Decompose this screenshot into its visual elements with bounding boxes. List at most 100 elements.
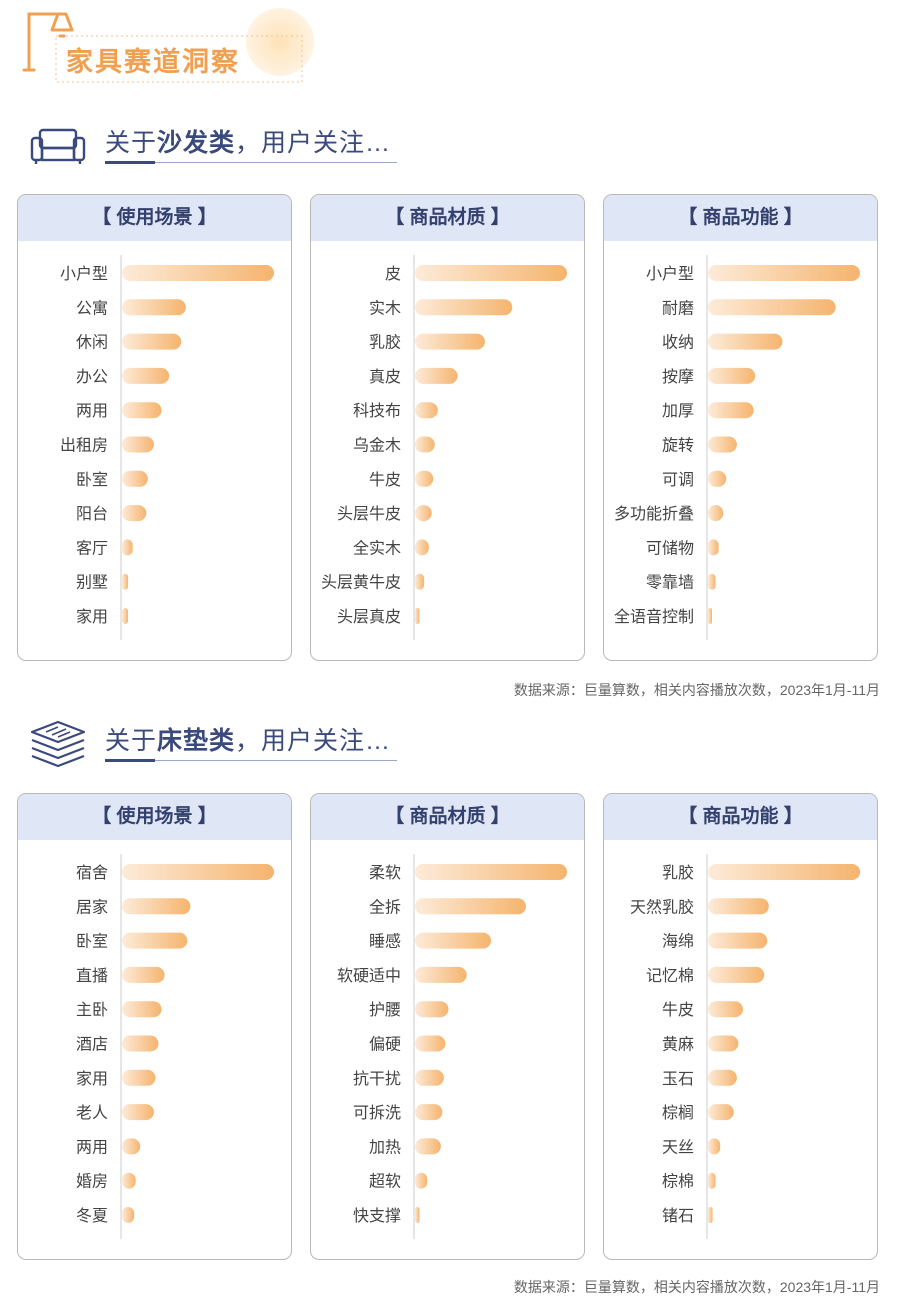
bar — [415, 539, 429, 556]
bar — [708, 1207, 713, 1223]
category-label: 黄麻 — [662, 1036, 694, 1054]
panel-title: 【 商品功能 】 — [604, 195, 877, 241]
section-title-bold: 床垫类 — [157, 727, 236, 755]
bar — [415, 402, 438, 419]
panel-title: 【 使用场景 】 — [18, 794, 291, 840]
category-label: 酒店 — [76, 1036, 108, 1054]
category-label: 棕棉 — [662, 1173, 694, 1191]
bar — [415, 1172, 428, 1189]
category-label: 全语音控制 — [614, 608, 694, 626]
section-underline-accent — [105, 161, 155, 164]
category-label: 阳台 — [76, 505, 108, 523]
page-header: 家具赛道洞察 — [0, 0, 360, 90]
source-note: 数据来源：巨量算数，相关内容播放次数，2023年1月-11月 — [513, 682, 880, 698]
category-label: 零靠墙 — [646, 574, 694, 592]
bar — [122, 864, 274, 880]
page-title: 家具赛道洞察 — [66, 47, 240, 77]
bar — [708, 608, 712, 624]
bar — [415, 367, 458, 384]
category-label: 玉石 — [662, 1071, 694, 1088]
bar — [708, 1035, 739, 1052]
category-label: 棕榈 — [662, 1104, 694, 1122]
bar — [122, 299, 186, 316]
panel-sofa-scenes: 【 使用场景 】 小户型 公寓 休闲 办公 两用 出租房 卧室 阳台 客厅 别墅 家用 — [17, 194, 292, 661]
section-underline — [105, 760, 397, 761]
category-label: 按摩 — [662, 368, 694, 386]
panel-mattress-scenes: 【 使用场景 】 宿舍 居家 卧室 直播 主卧 酒店 家用 老人 两用 婚房 冬夏 — [17, 793, 292, 1260]
category-label: 办公 — [76, 368, 108, 386]
category-label: 宿舍 — [76, 864, 108, 882]
bar — [415, 932, 491, 949]
category-label: 两用 — [76, 1139, 108, 1156]
bar — [122, 333, 182, 350]
bar — [415, 898, 526, 915]
bar — [122, 1138, 141, 1155]
bar — [415, 1138, 441, 1155]
section-heading-sofa: 关于沙发类，用户关注… — [28, 120, 408, 170]
bar — [708, 1138, 721, 1155]
bar — [708, 1104, 734, 1121]
bar — [415, 1207, 420, 1223]
category-label: 乳胶 — [369, 334, 401, 352]
section-underline-accent — [105, 759, 155, 762]
panel-title: 【 使用场景 】 — [18, 195, 291, 241]
bar — [122, 1069, 156, 1086]
bar — [415, 265, 567, 281]
bar — [415, 573, 425, 590]
bar — [122, 265, 274, 281]
category-label: 两用 — [76, 403, 108, 420]
category-label: 科技布 — [353, 402, 401, 420]
category-label: 可调 — [662, 471, 694, 489]
bar — [708, 966, 765, 983]
category-label: 公寓 — [76, 299, 108, 317]
category-label: 可储物 — [646, 539, 694, 557]
bar — [122, 1104, 154, 1121]
section-heading-mattress: 关于床垫类，用户关注… — [28, 718, 408, 768]
category-label: 天然乳胶 — [630, 898, 694, 916]
category-label: 海绵 — [662, 933, 694, 951]
category-label: 卧室 — [76, 471, 108, 489]
source-note: 数据来源：巨量算数，相关内容播放次数，2023年1月-11月 — [513, 1279, 880, 1295]
section-title-suffix: ，用户关注… — [235, 129, 392, 157]
bar — [708, 932, 768, 949]
category-label: 加厚 — [662, 402, 694, 420]
bar — [708, 864, 860, 880]
category-label: 耐磨 — [662, 299, 694, 317]
category-label: 收纳 — [662, 334, 694, 352]
bar — [708, 1172, 716, 1189]
bar — [122, 367, 170, 384]
bar — [708, 333, 783, 350]
mattress-icon — [30, 720, 86, 768]
category-label: 超软 — [369, 1173, 401, 1191]
bar — [122, 573, 129, 590]
panel-mattress-functions: 【 商品功能 】 乳胶 天然乳胶 海绵 记忆棉 牛皮 黄麻 玉石 棕榈 天丝 棕棉 锗石 — [603, 793, 878, 1260]
category-label: 冬夏 — [76, 1207, 108, 1225]
bar — [122, 1207, 135, 1223]
category-label: 旋转 — [662, 437, 694, 455]
sofa-icon — [30, 128, 86, 164]
bar — [708, 367, 756, 384]
category-label: 头层牛皮 — [337, 505, 401, 523]
bar — [708, 1069, 737, 1086]
section-title-prefix: 关于 — [105, 129, 158, 157]
category-label: 婚房 — [76, 1173, 108, 1191]
category-label: 睡感 — [369, 933, 401, 951]
category-label: 实木 — [369, 299, 401, 317]
category-label: 柔软 — [369, 864, 401, 882]
panel-sofa-materials: 【 商品材质 】 皮实木 乳胶 真皮 科技布 乌金木 牛皮 头层牛皮 全实木 头层黄牛皮 头层真皮 — [310, 194, 585, 661]
category-label: 软硬适中 — [337, 967, 401, 985]
panel-title: 【 商品功能 】 — [604, 794, 877, 840]
bar — [415, 1104, 443, 1121]
bar — [122, 1035, 159, 1052]
bar — [122, 436, 154, 453]
category-label: 卧室 — [76, 933, 108, 951]
category-label: 乳胶 — [662, 864, 694, 882]
bar — [708, 402, 754, 419]
floor-lamp-icon — [22, 8, 314, 83]
category-label: 头层黄牛皮 — [321, 574, 401, 592]
category-label: 锗石 — [662, 1207, 694, 1225]
category-label: 天丝 — [662, 1138, 694, 1156]
category-label: 家用 — [76, 1070, 108, 1088]
